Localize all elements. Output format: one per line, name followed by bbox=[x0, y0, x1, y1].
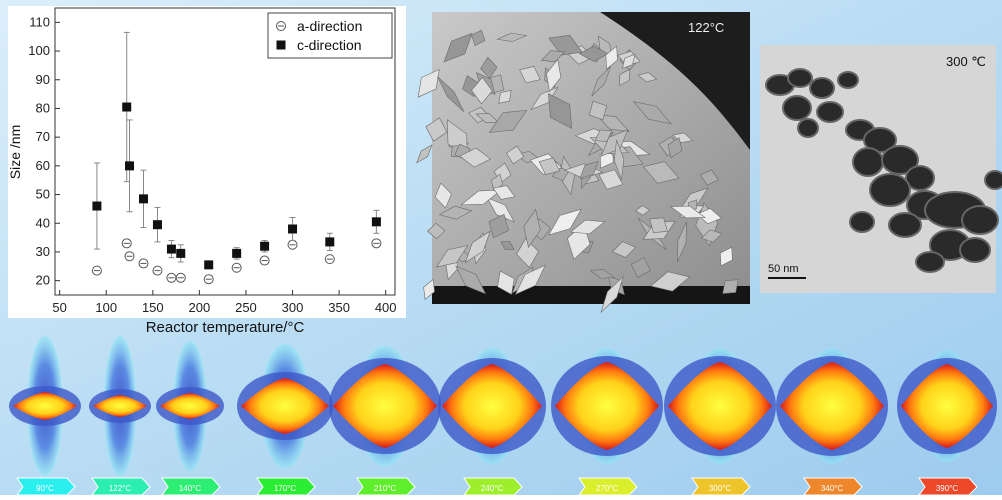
point bbox=[204, 260, 213, 269]
sem-image: 122°C bbox=[417, 12, 750, 312]
point bbox=[125, 161, 134, 170]
point bbox=[204, 275, 213, 284]
x-tick-label: 50 bbox=[52, 300, 66, 315]
y-tick-label: 90 bbox=[36, 72, 50, 87]
point bbox=[139, 259, 148, 268]
point bbox=[167, 245, 176, 254]
x-axis-label: Reactor temperature/°C bbox=[146, 319, 305, 336]
sem-flake bbox=[499, 90, 511, 103]
shape-label: 170°C bbox=[274, 484, 297, 493]
sem-flake bbox=[723, 280, 738, 294]
x-tick-label: 150 bbox=[142, 300, 164, 315]
x-tick-label: 300 bbox=[282, 300, 304, 315]
point bbox=[260, 242, 269, 251]
point bbox=[153, 266, 162, 275]
point bbox=[288, 224, 297, 233]
point bbox=[153, 220, 162, 229]
point bbox=[325, 237, 334, 246]
point bbox=[232, 249, 241, 258]
tem-image: 300 ℃ 50 nm bbox=[760, 45, 1002, 293]
tem-particle bbox=[870, 174, 910, 206]
point bbox=[232, 263, 241, 272]
tem-particle bbox=[916, 252, 944, 272]
shape-label: 210°C bbox=[374, 484, 397, 493]
tem-particle bbox=[960, 238, 990, 262]
y-tick-label: 40 bbox=[36, 215, 50, 230]
tem-particle bbox=[810, 78, 834, 98]
point bbox=[325, 255, 334, 264]
shape-label: 390°C bbox=[936, 484, 959, 493]
y-tick-label: 100 bbox=[28, 43, 50, 58]
tem-particle bbox=[788, 69, 812, 87]
point bbox=[92, 202, 101, 211]
y-axis-label: Size /nm bbox=[7, 125, 23, 179]
scale-bar-label: 50 nm bbox=[768, 263, 799, 275]
point bbox=[260, 256, 269, 265]
x-tick-label: 100 bbox=[95, 300, 117, 315]
y-tick-label: 80 bbox=[36, 100, 50, 115]
point bbox=[372, 217, 381, 226]
tem-particle bbox=[838, 72, 858, 88]
point bbox=[139, 194, 148, 203]
tem-label: 300 ℃ bbox=[946, 54, 986, 69]
tem-particle bbox=[798, 119, 818, 137]
tem-particle bbox=[962, 206, 998, 234]
point bbox=[167, 273, 176, 282]
y-tick-label: 20 bbox=[36, 273, 50, 288]
shape-label: 300°C bbox=[709, 484, 732, 493]
point bbox=[176, 273, 185, 282]
shape-label: 270°C bbox=[596, 484, 619, 493]
x-tick-label: 200 bbox=[189, 300, 211, 315]
tem-particle bbox=[985, 171, 1002, 189]
point bbox=[125, 252, 134, 261]
legend-marker bbox=[277, 22, 286, 31]
legend-marker bbox=[277, 41, 286, 50]
figure: Reactor temperature/°C Size /nm 122°C 30… bbox=[0, 0, 1002, 495]
y-tick-label: 70 bbox=[36, 129, 50, 144]
shape-label: 122°C bbox=[109, 484, 132, 493]
point bbox=[122, 103, 131, 112]
x-tick-label: 350 bbox=[328, 300, 350, 315]
tem-particle bbox=[817, 102, 843, 122]
y-tick-label: 50 bbox=[36, 187, 50, 202]
page: Reactor temperature/°C Size /nm 122°C 30… bbox=[0, 0, 1002, 495]
point bbox=[372, 239, 381, 248]
tem-particle bbox=[853, 148, 883, 176]
shape-label: 240°C bbox=[481, 484, 504, 493]
shape-label: 340°C bbox=[821, 484, 844, 493]
shape-label: 140°C bbox=[179, 484, 202, 493]
tem-particle bbox=[783, 96, 811, 120]
x-tick-label: 250 bbox=[235, 300, 257, 315]
sem-label: 122°C bbox=[688, 20, 724, 35]
shape-label: 90°C bbox=[36, 484, 54, 493]
point bbox=[122, 239, 131, 248]
y-tick-label: 60 bbox=[36, 158, 50, 173]
point bbox=[288, 240, 297, 249]
legend-label: a-direction bbox=[297, 18, 362, 34]
x-tick-label: 400 bbox=[375, 300, 397, 315]
tem-particle bbox=[889, 213, 921, 237]
y-tick-label: 110 bbox=[29, 14, 50, 29]
legend-label: c-direction bbox=[297, 37, 362, 53]
point bbox=[176, 249, 185, 258]
y-tick-label: 30 bbox=[36, 244, 50, 259]
point bbox=[92, 266, 101, 275]
tem-particle bbox=[850, 212, 874, 232]
